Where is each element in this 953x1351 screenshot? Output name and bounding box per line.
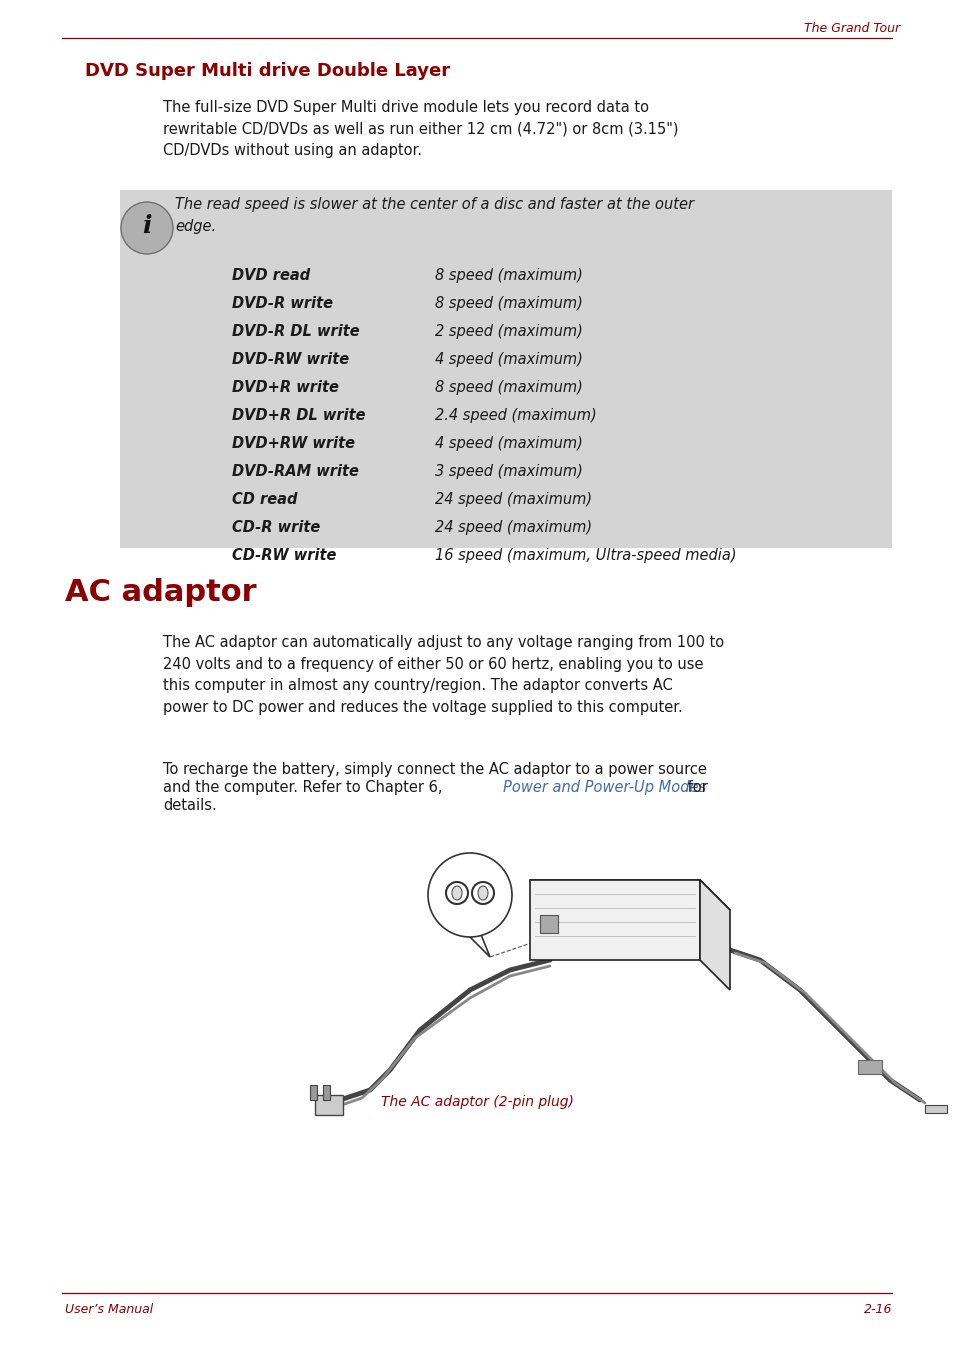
Text: DVD-RW write: DVD-RW write bbox=[232, 353, 349, 367]
Text: 4 speed (maximum): 4 speed (maximum) bbox=[435, 353, 582, 367]
Polygon shape bbox=[700, 880, 729, 990]
Bar bbox=[857, 1061, 882, 1074]
Bar bbox=[924, 1105, 946, 1113]
Text: DVD-RAM write: DVD-RAM write bbox=[232, 463, 358, 480]
Text: CD-R write: CD-R write bbox=[232, 520, 320, 535]
Text: CD read: CD read bbox=[232, 492, 297, 507]
Text: 2.4 speed (maximum): 2.4 speed (maximum) bbox=[435, 408, 597, 423]
Text: DVD-R DL write: DVD-R DL write bbox=[232, 324, 359, 339]
Text: i: i bbox=[142, 213, 152, 238]
Text: DVD+R DL write: DVD+R DL write bbox=[232, 408, 365, 423]
Bar bbox=[310, 1085, 316, 1100]
Text: User’s Manual: User’s Manual bbox=[65, 1302, 153, 1316]
Text: 8 speed (maximum): 8 speed (maximum) bbox=[435, 267, 582, 282]
Bar bbox=[539, 915, 558, 934]
Polygon shape bbox=[464, 932, 490, 957]
Bar bbox=[323, 1085, 330, 1100]
Polygon shape bbox=[530, 880, 729, 911]
Text: 3 speed (maximum): 3 speed (maximum) bbox=[435, 463, 582, 480]
Text: 4 speed (maximum): 4 speed (maximum) bbox=[435, 436, 582, 451]
Text: To recharge the battery, simply connect the AC adaptor to a power source: To recharge the battery, simply connect … bbox=[163, 762, 706, 777]
Text: The Grand Tour: The Grand Tour bbox=[803, 22, 899, 35]
Bar bbox=[314, 1096, 343, 1115]
Text: details.: details. bbox=[163, 798, 216, 813]
Text: 8 speed (maximum): 8 speed (maximum) bbox=[435, 296, 582, 311]
Text: AC adaptor: AC adaptor bbox=[65, 578, 256, 607]
Circle shape bbox=[472, 882, 494, 904]
Text: The AC adaptor can automatically adjust to any voltage ranging from 100 to
240 v: The AC adaptor can automatically adjust … bbox=[163, 635, 723, 715]
Text: and the computer. Refer to Chapter 6,: and the computer. Refer to Chapter 6, bbox=[163, 780, 447, 794]
Text: The read speed is slower at the center of a disc and faster at the outer
edge.: The read speed is slower at the center o… bbox=[174, 197, 693, 234]
Text: 16 speed (maximum, Ultra-speed media): 16 speed (maximum, Ultra-speed media) bbox=[435, 549, 736, 563]
Text: 2-16: 2-16 bbox=[862, 1302, 891, 1316]
Text: 24 speed (maximum): 24 speed (maximum) bbox=[435, 492, 592, 507]
Text: DVD Super Multi drive Double Layer: DVD Super Multi drive Double Layer bbox=[85, 62, 450, 80]
Circle shape bbox=[446, 882, 468, 904]
Text: 2 speed (maximum): 2 speed (maximum) bbox=[435, 324, 582, 339]
Polygon shape bbox=[530, 880, 700, 961]
Text: Power and Power-Up Modes: Power and Power-Up Modes bbox=[502, 780, 705, 794]
Text: DVD+R write: DVD+R write bbox=[232, 380, 338, 394]
Circle shape bbox=[428, 852, 512, 938]
Text: CD-RW write: CD-RW write bbox=[232, 549, 336, 563]
Text: DVD-R write: DVD-R write bbox=[232, 296, 333, 311]
Text: DVD read: DVD read bbox=[232, 267, 310, 282]
Ellipse shape bbox=[452, 886, 461, 900]
Text: 8 speed (maximum): 8 speed (maximum) bbox=[435, 380, 582, 394]
Bar bbox=[120, 190, 891, 549]
Text: The AC adaptor (2-pin plug): The AC adaptor (2-pin plug) bbox=[380, 1096, 573, 1109]
Circle shape bbox=[121, 203, 172, 254]
Text: The full-size DVD Super Multi drive module lets you record data to
rewritable CD: The full-size DVD Super Multi drive modu… bbox=[163, 100, 678, 158]
Text: DVD+RW write: DVD+RW write bbox=[232, 436, 355, 451]
Text: for: for bbox=[682, 780, 707, 794]
Text: 24 speed (maximum): 24 speed (maximum) bbox=[435, 520, 592, 535]
Ellipse shape bbox=[477, 886, 488, 900]
